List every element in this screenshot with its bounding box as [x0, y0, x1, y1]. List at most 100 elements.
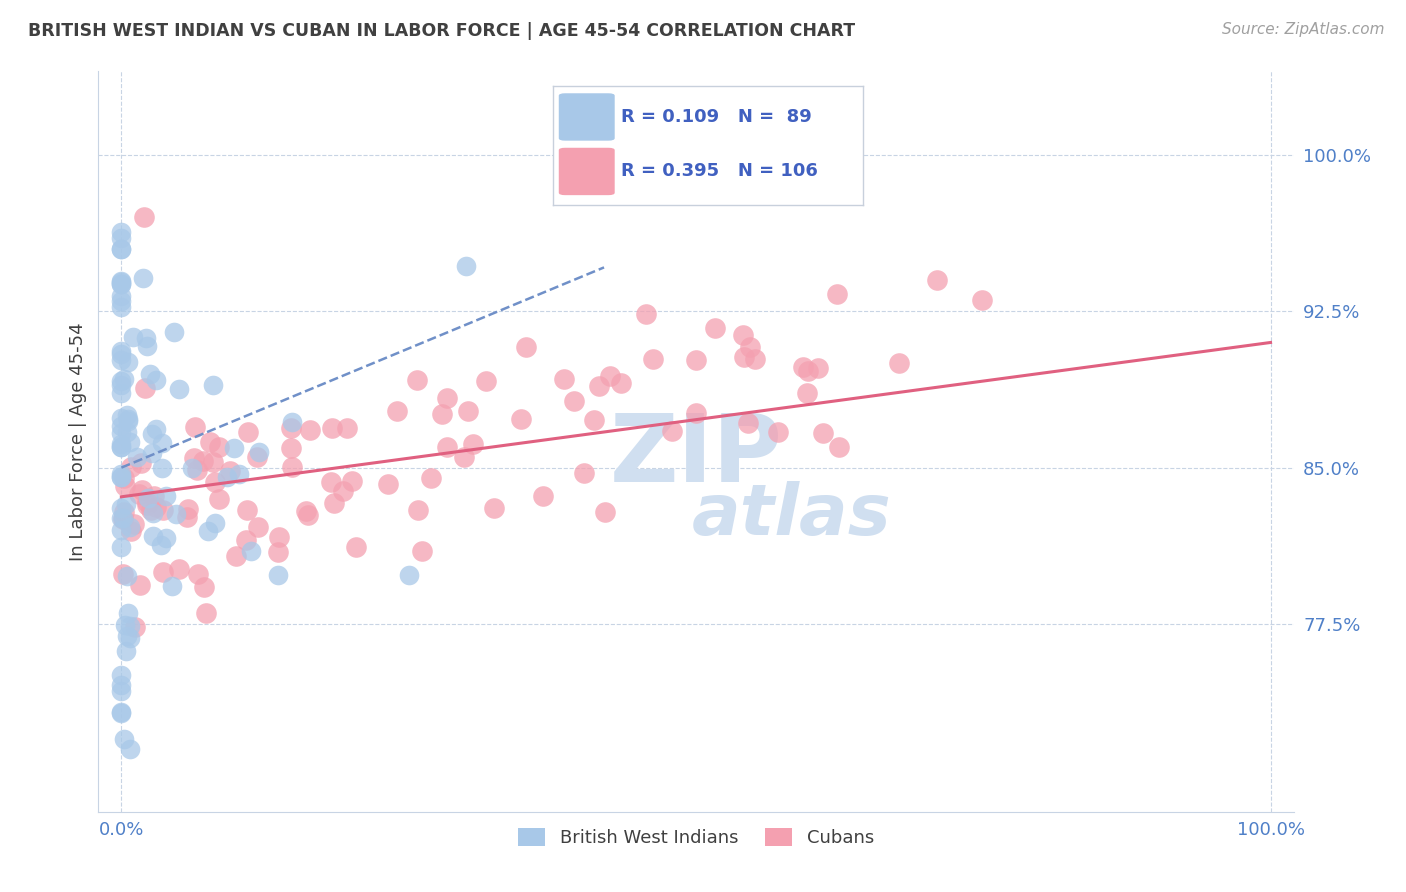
Point	[136, 339, 159, 353]
Point	[807, 361, 830, 376]
Point	[191, 453, 214, 467]
Point	[733, 350, 755, 364]
Point	[208, 492, 231, 507]
Point	[110, 470, 132, 484]
Point	[150, 461, 173, 475]
Point	[112, 372, 135, 386]
Point	[201, 455, 224, 469]
Point	[294, 504, 316, 518]
Point	[202, 378, 225, 392]
Point	[114, 479, 136, 493]
Point	[225, 549, 247, 563]
Point	[112, 505, 135, 519]
Point	[110, 523, 132, 537]
Point	[344, 540, 367, 554]
Point	[321, 421, 343, 435]
Point	[247, 445, 270, 459]
Point	[118, 619, 141, 633]
Point	[572, 466, 595, 480]
Point	[588, 379, 610, 393]
Point	[457, 404, 479, 418]
Point	[155, 532, 177, 546]
Point	[193, 580, 215, 594]
Point	[110, 511, 132, 525]
Point	[114, 618, 136, 632]
Point	[510, 412, 533, 426]
Point	[204, 475, 226, 489]
Point	[110, 242, 132, 256]
Point	[138, 367, 160, 381]
Point	[110, 501, 132, 516]
Point	[134, 380, 156, 394]
Point	[685, 406, 707, 420]
Point	[236, 425, 259, 440]
Point	[738, 340, 761, 354]
Point	[110, 684, 132, 698]
Point	[970, 293, 993, 307]
Point	[114, 644, 136, 658]
Point	[110, 469, 132, 483]
Point	[110, 231, 132, 245]
Point	[737, 416, 759, 430]
Point	[129, 578, 152, 592]
Point	[610, 376, 633, 391]
Point	[110, 386, 132, 401]
Point	[136, 491, 159, 505]
Point	[110, 437, 132, 451]
Point	[332, 483, 354, 498]
Point	[219, 464, 242, 478]
Point	[110, 242, 132, 256]
Point	[319, 475, 342, 489]
Point	[145, 500, 167, 515]
Point	[120, 742, 142, 756]
Point	[115, 425, 138, 439]
Point	[115, 497, 138, 511]
Point	[115, 629, 138, 643]
Point	[110, 467, 132, 481]
Point	[281, 459, 304, 474]
Point	[281, 415, 304, 429]
Point	[703, 321, 725, 335]
Point	[408, 503, 430, 517]
Point	[110, 706, 132, 720]
Point	[184, 420, 207, 434]
Point	[110, 344, 132, 359]
Point	[134, 211, 156, 225]
Text: BRITISH WEST INDIAN VS CUBAN IN LABOR FORCE | AGE 45-54 CORRELATION CHART: BRITISH WEST INDIAN VS CUBAN IN LABOR FO…	[28, 22, 855, 40]
Point	[474, 374, 496, 388]
Point	[636, 307, 658, 321]
Point	[118, 520, 141, 534]
Point	[595, 505, 617, 519]
Point	[792, 360, 814, 375]
Point	[110, 411, 132, 425]
Point	[145, 422, 167, 436]
Point	[177, 502, 200, 516]
Point	[340, 474, 363, 488]
Point	[197, 524, 219, 539]
Point	[927, 273, 949, 287]
Point	[110, 540, 132, 554]
Point	[142, 506, 165, 520]
Point	[118, 631, 141, 645]
Point	[463, 437, 485, 451]
Point	[208, 440, 231, 454]
Text: ZIP: ZIP	[610, 410, 782, 502]
Point	[267, 545, 290, 559]
Point	[515, 340, 537, 354]
Point	[889, 356, 911, 370]
Point	[124, 619, 146, 633]
Point	[160, 579, 183, 593]
Point	[115, 408, 138, 422]
Point	[110, 419, 132, 434]
Point	[145, 372, 167, 386]
Point	[235, 533, 257, 547]
Point	[117, 606, 139, 620]
Point	[127, 450, 149, 464]
Point	[110, 440, 132, 454]
Point	[661, 425, 683, 439]
Point	[167, 382, 190, 396]
Point	[110, 276, 132, 290]
Point	[297, 508, 319, 522]
Point	[139, 503, 162, 517]
Point	[115, 569, 138, 583]
